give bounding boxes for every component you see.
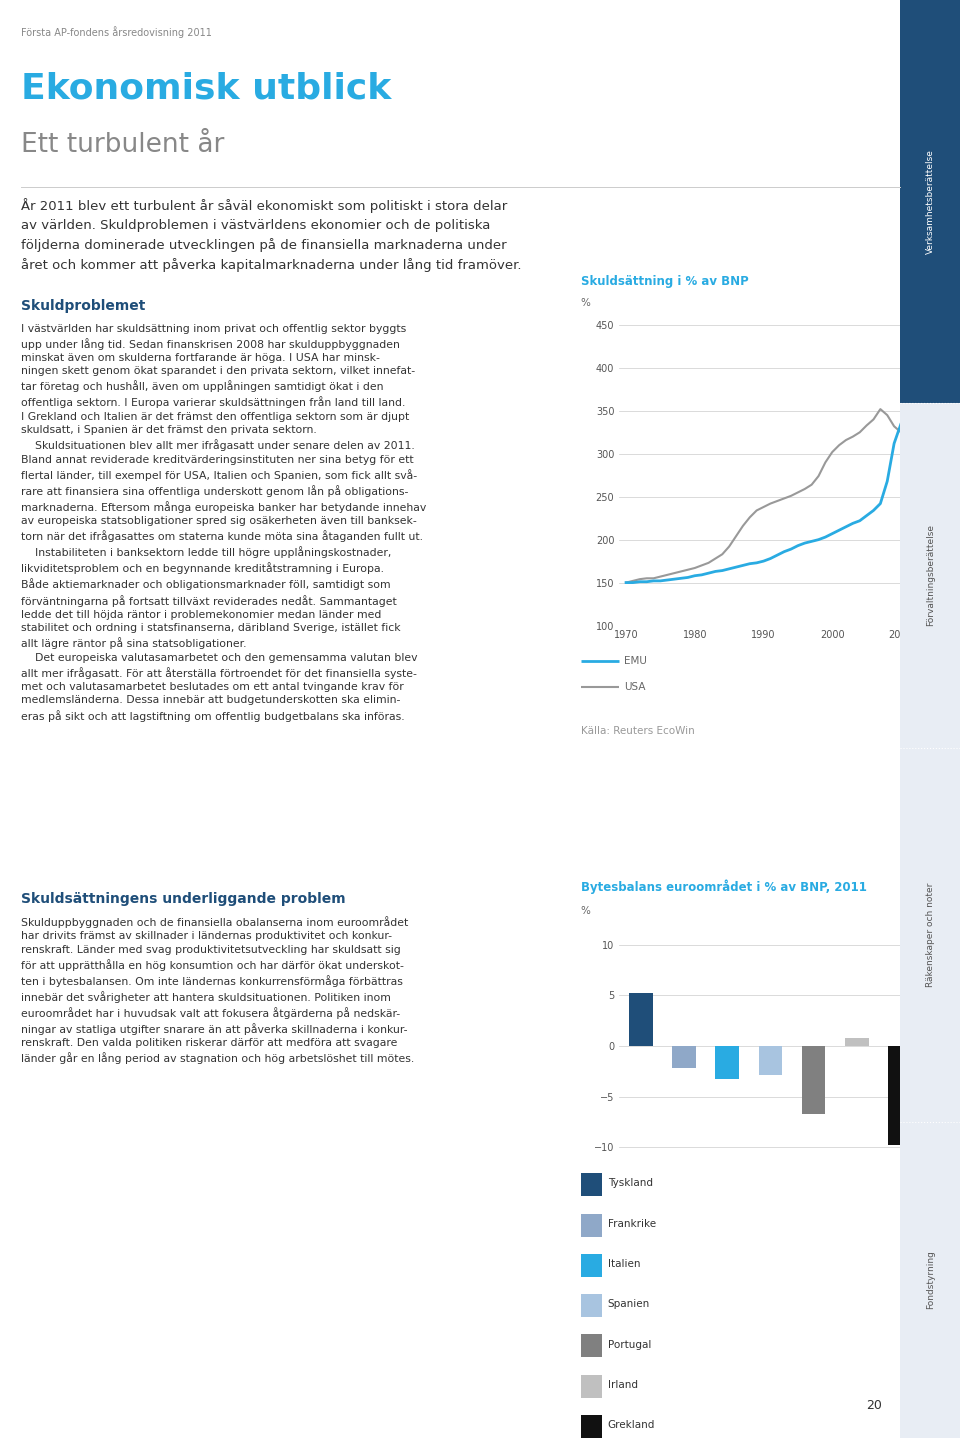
Text: Italien: Italien: [608, 1260, 640, 1268]
Text: Fondstyrning: Fondstyrning: [925, 1251, 935, 1309]
Bar: [888, 1047, 912, 1146]
Bar: [581, 1294, 602, 1317]
Text: Ett turbulent år: Ett turbulent år: [21, 132, 225, 158]
Bar: [581, 1254, 602, 1277]
Text: Ekonomisk utblick: Ekonomisk utblick: [21, 72, 392, 106]
Text: Räkenskaper och noter: Räkenskaper och noter: [925, 883, 935, 986]
Bar: [845, 1038, 869, 1047]
Bar: [802, 1047, 826, 1114]
Bar: [629, 994, 653, 1047]
Bar: [715, 1047, 739, 1078]
Text: Tyskland: Tyskland: [608, 1179, 653, 1188]
Text: Spanien: Spanien: [608, 1300, 650, 1309]
Bar: [581, 1334, 602, 1357]
Text: USA: USA: [624, 683, 645, 692]
Text: Skuldsättningens underliggande problem: Skuldsättningens underliggande problem: [21, 892, 346, 906]
Text: EMU: EMU: [624, 657, 647, 666]
Text: Skuldsättning i % av BNP: Skuldsättning i % av BNP: [581, 275, 749, 288]
Bar: [900, 1122, 960, 1438]
Text: %: %: [581, 298, 590, 308]
Bar: [672, 1047, 696, 1068]
Text: Frankrike: Frankrike: [608, 1219, 656, 1228]
Text: Bytesbalans euroområdet i % av BNP, 2011: Bytesbalans euroområdet i % av BNP, 2011: [581, 880, 867, 894]
Bar: [758, 1047, 782, 1074]
Bar: [900, 748, 960, 1122]
Bar: [581, 1173, 602, 1196]
Text: Irland: Irland: [608, 1380, 637, 1389]
Text: I västvärlden har skuldsättning inom privat och offentlig sektor byggts
upp unde: I västvärlden har skuldsättning inom pri…: [21, 324, 426, 722]
Bar: [581, 1415, 602, 1438]
Text: 20: 20: [866, 1399, 881, 1412]
Text: Verksamhetsberättelse: Verksamhetsberättelse: [925, 150, 935, 253]
Text: Källa: Reuters EcoWin: Källa: Reuters EcoWin: [581, 726, 694, 736]
Bar: [900, 403, 960, 748]
Text: %: %: [581, 906, 590, 916]
Text: Grekland: Grekland: [608, 1421, 655, 1429]
Text: Skulduppbyggnaden och de finansiella obalanserna inom euroområdet
har drivits fr: Skulduppbyggnaden och de finansiella oba…: [21, 916, 415, 1064]
Text: Portugal: Portugal: [608, 1340, 651, 1349]
Bar: [900, 0, 960, 403]
Text: Första AP-fondens årsredovisning 2011: Första AP-fondens årsredovisning 2011: [21, 26, 212, 37]
Text: Förvaltningsberättelse: Förvaltningsberättelse: [925, 525, 935, 626]
Bar: [581, 1214, 602, 1237]
Bar: [581, 1375, 602, 1398]
Text: Skuldproblemet: Skuldproblemet: [21, 299, 146, 313]
Text: År 2011 blev ett turbulent år såväl ekonomiskt som politiskt i stora delar
av vä: År 2011 blev ett turbulent år såväl ekon…: [21, 198, 521, 272]
